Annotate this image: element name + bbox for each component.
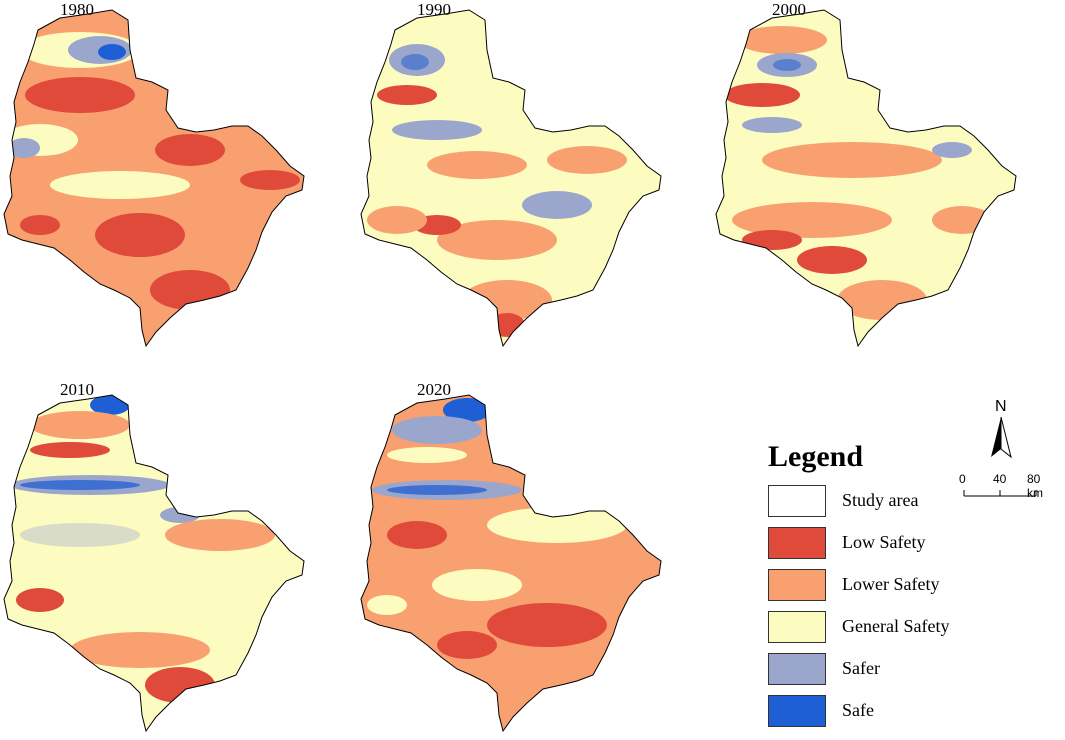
safety-map-2010 <box>3 394 305 732</box>
safety-map-1980 <box>3 9 305 347</box>
legend-swatch <box>768 653 826 685</box>
legend-label: Safer <box>842 658 880 678</box>
map-panel-1990: 1990 <box>357 0 667 350</box>
legend-label: General Safety <box>842 616 950 636</box>
panel-year-label: 1990 <box>417 0 451 19</box>
panel-year-label: 1980 <box>60 0 94 19</box>
legend-swatch <box>768 527 826 559</box>
map-panel-2000: 2000 <box>712 0 1022 350</box>
legend-label: Study area <box>842 490 919 510</box>
map-panel-1980: 1980 <box>0 0 310 350</box>
legend-label: Safe <box>842 700 874 720</box>
panel-year-label: 2020 <box>417 380 451 399</box>
map-panel-2010: 2010 <box>0 380 310 735</box>
scale-bar: 0 40 80 km <box>955 472 1055 512</box>
safety-map-2020 <box>360 394 662 732</box>
legend-swatch <box>768 569 826 601</box>
legend-item: Safer <box>768 653 1028 687</box>
legend-item: Low Safety <box>768 527 1028 561</box>
scale-tick-40: 40 <box>993 472 1007 486</box>
map-panel-2020: 2020 <box>357 380 667 735</box>
panel-year-label: 2010 <box>60 380 94 399</box>
legend-swatch <box>768 485 826 517</box>
legend-item: Safe <box>768 695 1028 729</box>
legend-swatch <box>768 611 826 643</box>
north-label: N <box>995 398 1007 415</box>
legend-item: Lower Safety <box>768 569 1028 603</box>
safety-map-2000 <box>715 9 1017 347</box>
legend-title: Legend <box>768 440 864 473</box>
legend-label: Lower Safety <box>842 574 940 594</box>
legend-item: General Safety <box>768 611 1028 645</box>
legend-swatch <box>768 695 826 727</box>
scale-tick-0: 0 <box>959 472 966 486</box>
legend-item: Study area <box>768 485 1028 519</box>
legend-label: Low Safety <box>842 532 926 552</box>
north-arrow: N <box>985 395 1021 465</box>
panel-year-label: 2000 <box>772 0 806 19</box>
safety-map-1990 <box>360 9 662 347</box>
